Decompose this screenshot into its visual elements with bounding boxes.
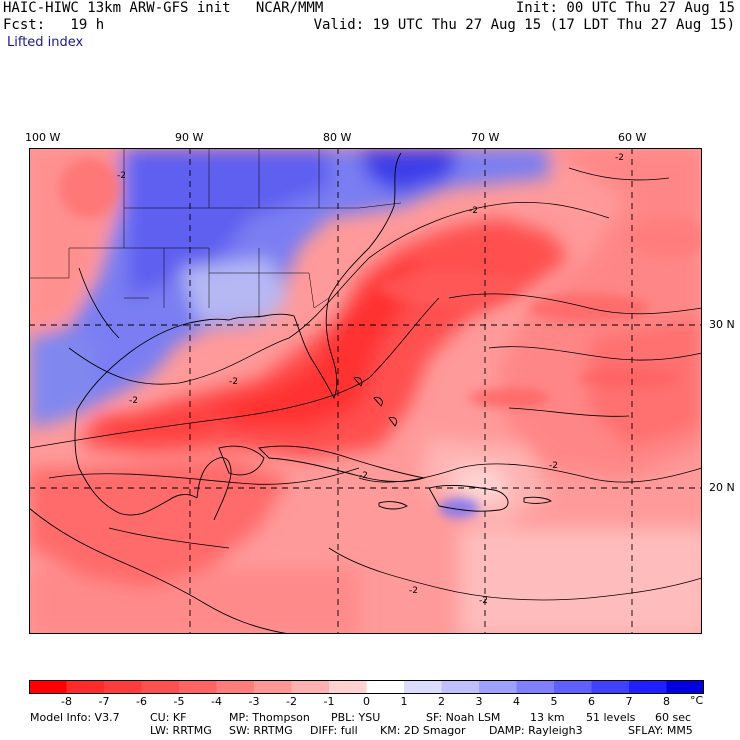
header-valid-time: Valid: 19 UTC Thu 27 Aug 15 (17 LDT Thu …	[313, 17, 735, 33]
lon-label-70w: 70 W	[471, 131, 500, 144]
colorbar-cell	[329, 680, 367, 694]
colorbar-label: 3	[475, 695, 483, 708]
colorbar-cell	[591, 680, 630, 694]
lon-label-100w: 100 W	[25, 131, 61, 144]
field-name: Lifted index	[7, 35, 84, 50]
model-info-cu: CU: KF	[150, 711, 187, 724]
colorbar-label: 2	[438, 695, 445, 708]
colorbar-label: 8	[663, 695, 670, 708]
colorbar-cell	[254, 680, 292, 694]
colorbar-label: -6	[136, 695, 147, 708]
coastlines	[29, 152, 552, 634]
model-info-mp: MP: Thompson	[229, 711, 310, 724]
contour-label: -2	[117, 171, 126, 181]
colorbar-cell	[141, 680, 180, 694]
model-info-version: Model Info: V3.7	[30, 711, 120, 724]
colorbar-label: 6	[588, 695, 595, 708]
colorbar-cell	[629, 680, 667, 694]
colorbar-cell	[441, 680, 480, 694]
colorbar-label: -5	[173, 695, 185, 708]
header-model-title: HAIC-HIWC 13km ARW-GFS init NCAR/MMM	[3, 0, 324, 16]
lat-lon-grid	[29, 148, 702, 634]
contour-label: -2	[129, 396, 138, 406]
contour-label: -2	[359, 471, 368, 481]
colorbar-cell	[216, 680, 255, 694]
lon-label-90w: 90 W	[175, 131, 204, 144]
model-info-damp: DAMP: Rayleigh3	[489, 724, 583, 737]
colorbar-label: -3	[248, 695, 260, 708]
colorbar-cell	[516, 680, 555, 694]
model-info-diff: DIFF: full	[310, 724, 358, 737]
lat-label-30n: 30 N	[709, 318, 735, 331]
colorbar-label: 1	[400, 695, 408, 708]
colorbar-cell	[666, 680, 704, 694]
colorbar-label: -2	[286, 695, 297, 708]
colorbar-label: -4	[211, 695, 222, 708]
model-info-sw: SW: RRTMG	[229, 724, 293, 737]
model-info-lw: LW: RRTMG	[150, 724, 212, 737]
colorbar-cell	[366, 680, 405, 694]
colorbar-cell	[404, 680, 442, 694]
colorbar-cell	[479, 680, 517, 694]
contour-label: -2	[229, 377, 238, 387]
colorbar-cell	[104, 680, 142, 694]
colorbar-label: 4	[513, 695, 520, 708]
colorbar-cell	[291, 680, 330, 694]
map-frame	[29, 148, 702, 634]
colorbar-cell	[554, 680, 592, 694]
contour-labels: -2 -2 -2 -2 -2 -2 -2 -2 -2	[117, 153, 624, 606]
colorbar-frame	[29, 680, 704, 694]
contour-label: -2	[409, 586, 418, 596]
model-info-pbl: PBL: YSU	[331, 711, 381, 724]
lat-label-20n: 20 N	[709, 481, 735, 494]
header-init-time: Init: 00 UTC Thu 27 Aug 15	[515, 0, 735, 16]
colorbar-label: 5	[550, 695, 558, 708]
colorbar-label: 7	[625, 695, 633, 708]
contour-label: -2	[479, 596, 488, 606]
contour-lines	[29, 167, 702, 601]
model-info-timestep: 60 sec	[655, 711, 692, 724]
contour-label: -2	[469, 206, 478, 216]
shading-field	[29, 148, 702, 634]
colorbar	[29, 680, 704, 694]
lon-label-80w: 80 W	[323, 131, 352, 144]
lifted-index-map: -2 -2 -2 -2 -2 -2 -2 -2 -2	[29, 148, 702, 634]
contour-label: -2	[549, 461, 558, 471]
colorbar-label: 0	[363, 695, 370, 708]
colorbar-unit: °C	[690, 694, 704, 707]
model-info-resolution: 13 km	[530, 711, 565, 724]
colorbar-label: -1	[323, 695, 335, 708]
model-info-levels: 51 levels	[586, 711, 636, 724]
model-info-km: KM: 2D Smagor	[380, 724, 466, 737]
colorbar-cell	[179, 680, 217, 694]
state-borders	[29, 148, 402, 318]
contour-label: -2	[615, 153, 624, 163]
colorbar-label: -8	[61, 695, 72, 708]
header-forecast-hour: Fcst: 19 h	[3, 17, 105, 33]
colorbar-cell	[29, 680, 67, 694]
model-info-sflay: SFLAY: MM5	[628, 724, 693, 737]
model-info-sf: SF: Noah LSM	[426, 711, 501, 724]
colorbar-label: -7	[98, 695, 110, 708]
colorbar-cell	[66, 680, 105, 694]
lon-label-60w: 60 W	[618, 131, 647, 144]
